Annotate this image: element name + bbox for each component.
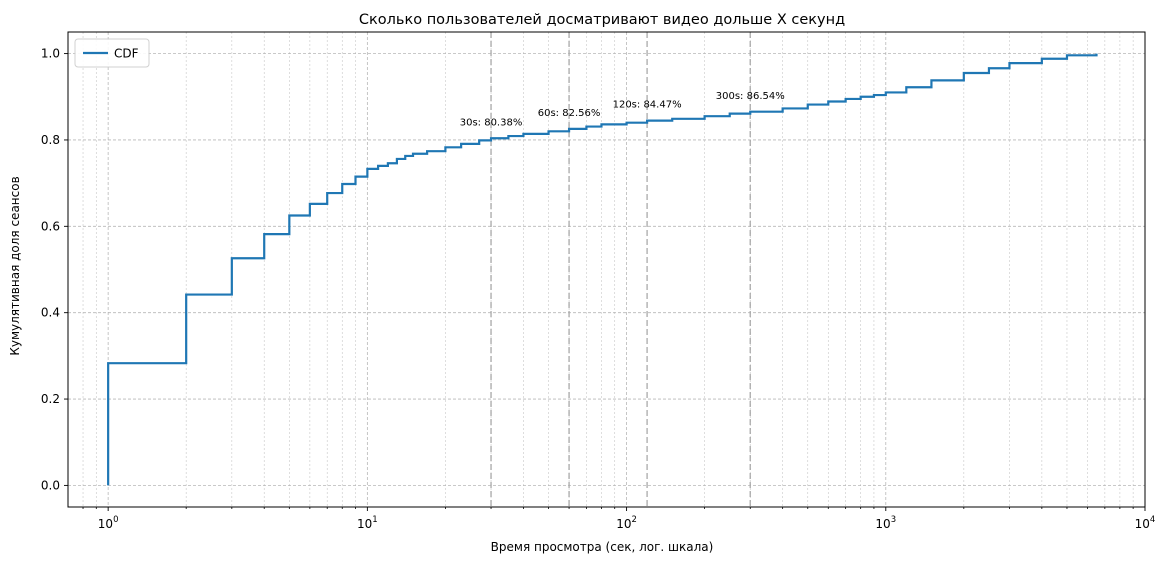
- legend-label: CDF: [114, 47, 139, 61]
- y-axis-title: Кумулятивная доля сеансов: [8, 176, 22, 355]
- y-tick-label: 0.0: [41, 478, 60, 492]
- reference-label: 30s: 80.38%: [460, 117, 523, 128]
- x-axis-title: Время просмотра (сек, лог. шкала): [491, 540, 714, 554]
- x-tick-label: 103: [875, 515, 896, 531]
- legend: CDF: [74, 38, 150, 68]
- reference-label: 60s: 82.56%: [538, 108, 601, 119]
- x-tick-label: 100: [98, 515, 119, 531]
- x-tick-label: 104: [1135, 515, 1156, 531]
- x-tick-label: 101: [357, 515, 378, 531]
- plot-frame: [67, 31, 1146, 508]
- chart-title: Сколько пользователей досматривают видео…: [359, 12, 845, 28]
- y-tick-label: 0.2: [41, 392, 60, 406]
- major-grid: [68, 32, 1146, 507]
- y-tick-label: 1.0: [41, 47, 60, 61]
- y-tick-label: 0.4: [41, 306, 60, 320]
- y-tick-label: 0.8: [41, 133, 60, 147]
- minor-grid: [82, 32, 1134, 507]
- series-layer: [107, 53, 1098, 486]
- annotation-layer: 30s: 80.38% 60s: 82.56% 120s: 84.47% 300s: …: [460, 91, 785, 129]
- y-tick-label: 0.6: [41, 219, 60, 233]
- reference-label: 120s: 84.47%: [613, 100, 682, 111]
- reference-lines: [490, 32, 752, 507]
- x-tick-label: 102: [616, 515, 637, 531]
- series-line-cdf: [107, 53, 1098, 486]
- y-axis: 0.0 0.2 0.4 0.6 0.8 1.0: [41, 47, 68, 492]
- x-axis: 100 101 102 103 104: [82, 507, 1156, 531]
- legend-box: [74, 38, 150, 68]
- reference-label: 300s: 86.54%: [716, 91, 785, 102]
